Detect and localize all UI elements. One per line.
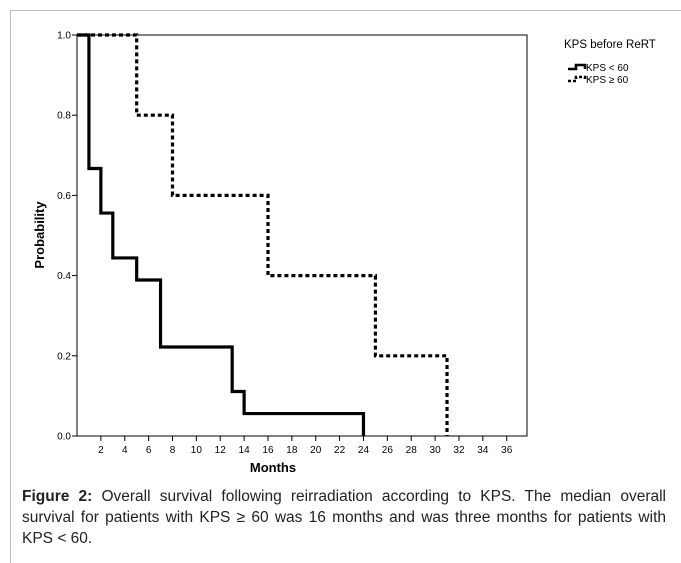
caption-label: Figure 2: [22, 488, 93, 505]
figure-frame [10, 10, 681, 563]
legend-entry-label: KPS < 60 [586, 63, 629, 74]
x-axis-ticks: 2 4 6 8 10 12 14 16 18 20 22 24 26 28 30 32 34 36 [98, 436, 513, 456]
plot-area [76, 34, 528, 437]
caption-text: Overall survival following reirradiation… [22, 488, 666, 547]
y-tick-label: 0.0 [57, 432, 71, 443]
y-tick-label: 0.6 [57, 191, 71, 202]
series-line-kps-ge-60 [77, 33, 449, 436]
legend-swatch [568, 63, 587, 71]
x-tick-label: 20 [310, 445, 322, 456]
series-line-kps-lt-60 [77, 33, 366, 436]
x-tick-label: 30 [430, 445, 442, 456]
y-axis-ticks: 0.0 0.2 0.4 0.6 0.8 1.0 [57, 31, 77, 443]
x-tick-label: 2 [98, 445, 104, 456]
x-tick-label: 26 [382, 445, 394, 456]
x-tick-label: 8 [170, 445, 176, 456]
x-tick-label: 4 [122, 445, 128, 456]
x-tick-label: 32 [453, 445, 465, 456]
x-tick-label: 34 [477, 445, 489, 456]
x-tick-label: 12 [215, 445, 227, 456]
y-tick-label: 0.8 [57, 111, 71, 122]
x-tick-label: 14 [239, 445, 251, 456]
x-tick-label: 28 [406, 445, 418, 456]
x-tick-label: 22 [334, 445, 346, 456]
plot-border [76, 34, 528, 437]
x-tick-label: 16 [262, 445, 274, 456]
x-tick-label: 10 [191, 445, 203, 456]
series-layer [77, 33, 449, 436]
x-tick-label: 36 [501, 445, 513, 456]
figure-caption: Figure 2: Overall survival following rei… [22, 486, 666, 549]
legend-entry-label: KPS ≥ 60 [586, 75, 629, 86]
x-axis-label: Months [250, 460, 296, 475]
y-axis-label: Probability [32, 201, 47, 269]
legend-swatch [568, 75, 587, 83]
survival-chart: 2 4 6 8 10 12 14 16 18 20 22 24 26 28 30 32 34 36 0.00.20… [32, 31, 656, 476]
x-tick-label: 6 [146, 445, 152, 456]
y-tick-label: 0.4 [57, 271, 71, 282]
x-tick-label: 24 [358, 445, 370, 456]
x-tick-label: 18 [286, 445, 298, 456]
y-tick-label: 1.0 [57, 31, 71, 42]
legend-title: KPS before ReRT [564, 39, 656, 51]
y-tick-label: 0.2 [57, 351, 71, 362]
